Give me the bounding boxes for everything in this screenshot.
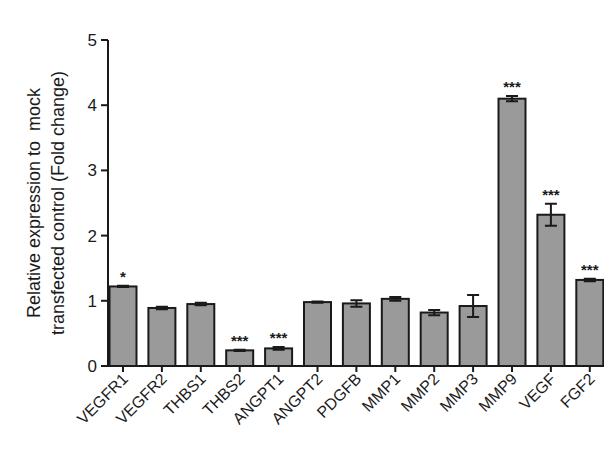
bar bbox=[343, 303, 370, 366]
bar bbox=[421, 313, 448, 366]
x-tick-label: VEGF bbox=[516, 370, 559, 413]
significance: *** bbox=[542, 186, 560, 203]
error-bar bbox=[467, 295, 479, 317]
bar bbox=[265, 348, 292, 366]
x-tick bbox=[161, 366, 163, 372]
bar bbox=[226, 350, 253, 366]
x-tick bbox=[589, 366, 591, 372]
y-tick-label: 3 bbox=[88, 161, 97, 180]
error-bar bbox=[506, 96, 518, 101]
significance: *** bbox=[270, 329, 288, 346]
y-axis-label: Relative expression to mock bbox=[24, 87, 44, 318]
error-bar bbox=[273, 347, 285, 350]
significance: * bbox=[120, 268, 126, 285]
error-bar bbox=[545, 204, 557, 226]
x-tick-label: FGF2 bbox=[557, 370, 598, 411]
x-tick-label: PDGFB bbox=[314, 370, 365, 421]
x-tick bbox=[433, 366, 435, 372]
y-tick bbox=[101, 104, 108, 106]
error-bar bbox=[350, 300, 362, 307]
y-tick-label: 2 bbox=[88, 227, 97, 246]
x-tick bbox=[355, 366, 357, 372]
significance: *** bbox=[503, 78, 521, 95]
error-bar bbox=[389, 297, 401, 301]
error-bar bbox=[584, 279, 596, 282]
y-tick-label: 1 bbox=[88, 292, 97, 311]
error-bar bbox=[312, 301, 324, 302]
x-tick-label: MMP9 bbox=[475, 370, 520, 415]
bar bbox=[148, 308, 175, 366]
y-tick-label: 4 bbox=[88, 96, 97, 115]
error-bar bbox=[428, 310, 440, 315]
y-axis-label: transfected control (Fold change) bbox=[48, 71, 68, 335]
bar bbox=[187, 304, 214, 366]
error-bar bbox=[117, 286, 129, 287]
bar bbox=[382, 299, 409, 366]
y-tick bbox=[101, 365, 108, 367]
x-tick bbox=[239, 366, 241, 372]
significance: *** bbox=[581, 261, 599, 278]
bar bbox=[110, 286, 137, 366]
error-bar bbox=[195, 303, 207, 306]
significance: *** bbox=[231, 332, 249, 349]
bars bbox=[110, 96, 604, 366]
y-tick bbox=[101, 235, 108, 237]
x-tick-label: MMP3 bbox=[437, 370, 482, 415]
x-tick bbox=[550, 366, 552, 372]
y-tick bbox=[101, 39, 108, 41]
x-tick-label: ANGPT2 bbox=[268, 370, 325, 427]
y-axis bbox=[107, 40, 109, 366]
x-tick-label: THBS1 bbox=[160, 370, 209, 419]
y-tick bbox=[101, 169, 108, 171]
x-tick bbox=[511, 366, 513, 372]
error-bar bbox=[234, 350, 246, 351]
x-tick bbox=[200, 366, 202, 372]
y-tick-label: 5 bbox=[88, 31, 97, 50]
error-bar bbox=[156, 307, 168, 310]
bar bbox=[304, 302, 331, 366]
y-tick bbox=[101, 300, 108, 302]
y-tick-label: 0 bbox=[88, 357, 97, 376]
bar bbox=[537, 215, 564, 366]
x-tick bbox=[278, 366, 280, 372]
bar bbox=[576, 280, 603, 366]
x-tick bbox=[394, 366, 396, 372]
x-tick-label: VEGFR2 bbox=[113, 370, 170, 427]
x-tick bbox=[317, 366, 319, 372]
x-tick-label: MMP1 bbox=[359, 370, 404, 415]
bar bbox=[499, 99, 526, 366]
x-tick bbox=[122, 366, 124, 372]
x-tick-label: MMP2 bbox=[398, 370, 443, 415]
x-tick bbox=[472, 366, 474, 372]
